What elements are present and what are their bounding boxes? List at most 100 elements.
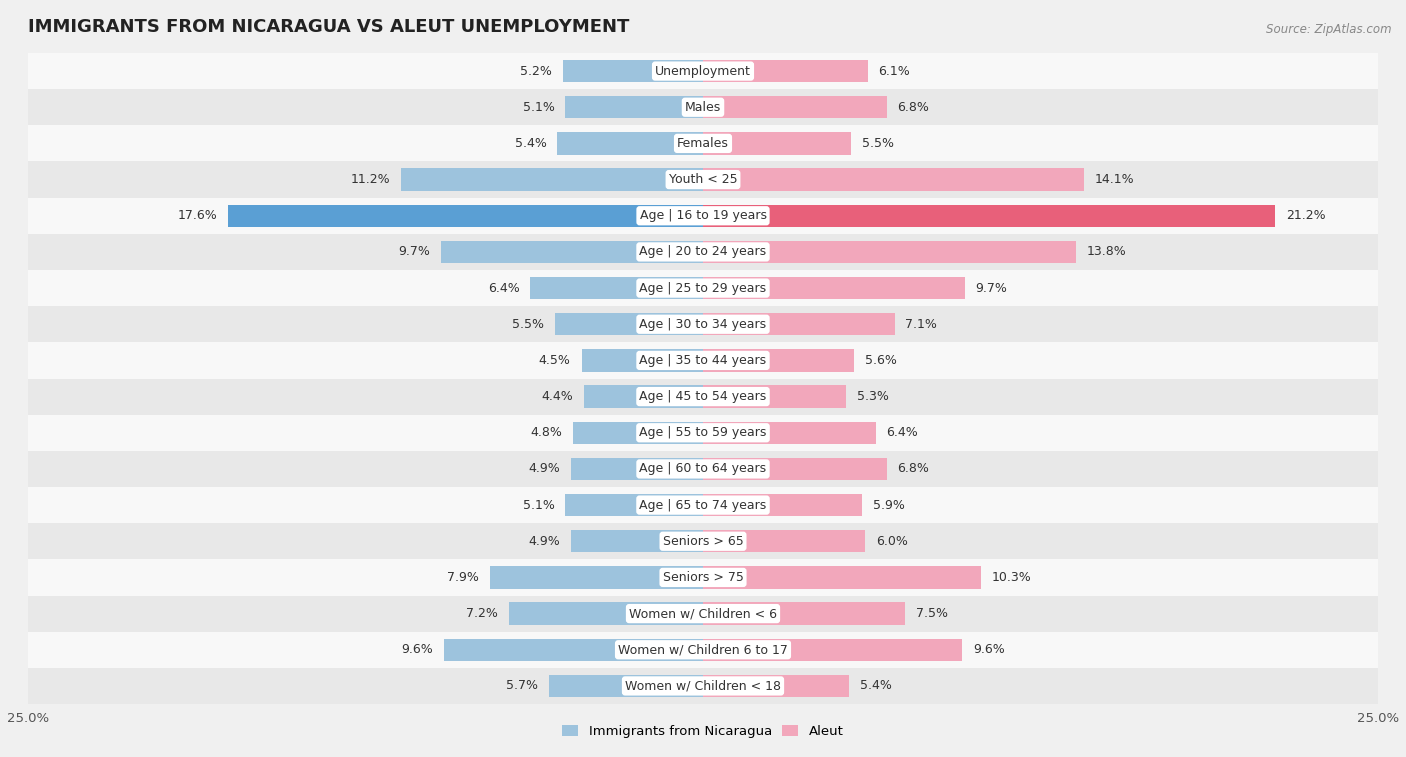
Text: 10.3%: 10.3% (991, 571, 1032, 584)
Bar (550, 674, 703, 697)
Text: 4.9%: 4.9% (529, 463, 560, 475)
Bar (557, 132, 703, 154)
Bar (703, 494, 862, 516)
Bar (574, 422, 703, 444)
Bar (562, 60, 703, 83)
Text: 6.4%: 6.4% (488, 282, 519, 294)
Bar (489, 566, 703, 589)
Text: 7.9%: 7.9% (447, 571, 479, 584)
Text: 5.3%: 5.3% (856, 390, 889, 403)
Text: Age | 35 to 44 years: Age | 35 to 44 years (640, 354, 766, 367)
Text: 5.4%: 5.4% (859, 680, 891, 693)
Bar (703, 566, 981, 589)
Text: 9.7%: 9.7% (398, 245, 430, 258)
Text: Source: ZipAtlas.com: Source: ZipAtlas.com (1267, 23, 1392, 36)
Text: 4.4%: 4.4% (541, 390, 574, 403)
Text: Females: Females (678, 137, 728, 150)
Text: 5.1%: 5.1% (523, 101, 554, 114)
Text: Age | 25 to 29 years: Age | 25 to 29 years (640, 282, 766, 294)
Bar (565, 96, 703, 118)
Text: 5.9%: 5.9% (873, 499, 905, 512)
Text: 4.5%: 4.5% (538, 354, 571, 367)
Bar (28, 198, 1378, 234)
Bar (441, 241, 703, 263)
Text: 9.6%: 9.6% (973, 643, 1005, 656)
Text: Age | 45 to 54 years: Age | 45 to 54 years (640, 390, 766, 403)
Bar (228, 204, 703, 227)
Text: Seniors > 75: Seniors > 75 (662, 571, 744, 584)
Text: 9.7%: 9.7% (976, 282, 1008, 294)
Text: IMMIGRANTS FROM NICARAGUA VS ALEUT UNEMPLOYMENT: IMMIGRANTS FROM NICARAGUA VS ALEUT UNEMP… (28, 18, 630, 36)
Bar (703, 639, 962, 661)
Bar (28, 342, 1378, 378)
Bar (585, 385, 703, 408)
Text: 5.5%: 5.5% (862, 137, 894, 150)
Bar (703, 277, 965, 299)
Text: 11.2%: 11.2% (350, 173, 389, 186)
Bar (703, 422, 876, 444)
Bar (28, 631, 1378, 668)
Text: 7.5%: 7.5% (917, 607, 948, 620)
Text: Age | 16 to 19 years: Age | 16 to 19 years (640, 209, 766, 223)
Text: 6.0%: 6.0% (876, 534, 908, 548)
Bar (703, 96, 887, 118)
Text: 7.2%: 7.2% (465, 607, 498, 620)
Text: 5.4%: 5.4% (515, 137, 547, 150)
Bar (28, 270, 1378, 306)
Bar (571, 530, 703, 553)
Bar (28, 53, 1378, 89)
Bar (28, 559, 1378, 596)
Bar (401, 168, 703, 191)
Bar (554, 313, 703, 335)
Text: Youth < 25: Youth < 25 (669, 173, 737, 186)
Text: 5.1%: 5.1% (523, 499, 554, 512)
Text: 4.8%: 4.8% (530, 426, 562, 439)
Text: 5.5%: 5.5% (512, 318, 544, 331)
Bar (703, 603, 905, 625)
Text: Women w/ Children 6 to 17: Women w/ Children 6 to 17 (619, 643, 787, 656)
Bar (28, 378, 1378, 415)
Text: Males: Males (685, 101, 721, 114)
Text: Women w/ Children < 18: Women w/ Children < 18 (626, 680, 780, 693)
Text: Age | 65 to 74 years: Age | 65 to 74 years (640, 499, 766, 512)
Text: 13.8%: 13.8% (1087, 245, 1126, 258)
Bar (703, 385, 846, 408)
Text: Seniors > 65: Seniors > 65 (662, 534, 744, 548)
Text: 7.1%: 7.1% (905, 318, 938, 331)
Text: 6.8%: 6.8% (897, 463, 929, 475)
Bar (509, 603, 703, 625)
Bar (28, 306, 1378, 342)
Bar (582, 349, 703, 372)
Bar (703, 168, 1084, 191)
Text: Women w/ Children < 6: Women w/ Children < 6 (628, 607, 778, 620)
Bar (703, 241, 1076, 263)
Bar (703, 674, 849, 697)
Text: Age | 20 to 24 years: Age | 20 to 24 years (640, 245, 766, 258)
Text: 21.2%: 21.2% (1286, 209, 1326, 223)
Bar (28, 415, 1378, 451)
Text: Age | 55 to 59 years: Age | 55 to 59 years (640, 426, 766, 439)
Text: 9.6%: 9.6% (401, 643, 433, 656)
Bar (703, 349, 855, 372)
Bar (28, 126, 1378, 161)
Text: 6.4%: 6.4% (887, 426, 918, 439)
Bar (28, 89, 1378, 126)
Bar (28, 451, 1378, 487)
Bar (444, 639, 703, 661)
Bar (703, 132, 852, 154)
Bar (703, 458, 887, 480)
Bar (703, 313, 894, 335)
Bar (28, 234, 1378, 270)
Text: 5.7%: 5.7% (506, 680, 538, 693)
Text: 6.1%: 6.1% (879, 64, 910, 77)
Text: 5.6%: 5.6% (865, 354, 897, 367)
Bar (28, 487, 1378, 523)
Bar (571, 458, 703, 480)
Text: 6.8%: 6.8% (897, 101, 929, 114)
Bar (28, 596, 1378, 631)
Text: 4.9%: 4.9% (529, 534, 560, 548)
Bar (28, 161, 1378, 198)
Bar (703, 60, 868, 83)
Text: 17.6%: 17.6% (177, 209, 217, 223)
Bar (703, 204, 1275, 227)
